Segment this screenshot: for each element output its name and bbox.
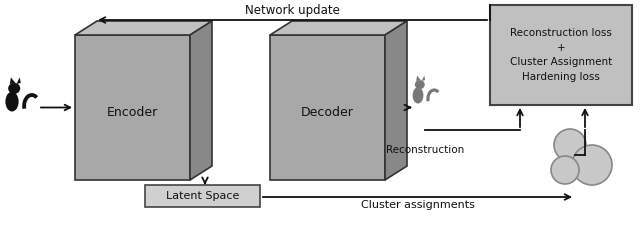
Circle shape <box>554 129 586 161</box>
Circle shape <box>551 156 579 184</box>
Ellipse shape <box>5 92 19 112</box>
Polygon shape <box>270 21 407 35</box>
Text: Reconstruction loss
+
Cluster Assignment
Hardening loss: Reconstruction loss + Cluster Assignment… <box>510 28 612 82</box>
Bar <box>490 5 632 105</box>
Polygon shape <box>270 35 385 180</box>
Ellipse shape <box>413 87 424 103</box>
Text: Network update: Network update <box>245 4 340 17</box>
Polygon shape <box>17 77 20 84</box>
Polygon shape <box>75 35 190 180</box>
Polygon shape <box>385 21 407 180</box>
Text: Latent Space: Latent Space <box>166 191 239 201</box>
Text: Cluster assignments: Cluster assignments <box>360 200 474 210</box>
Ellipse shape <box>8 83 20 94</box>
Ellipse shape <box>415 80 425 89</box>
Polygon shape <box>10 77 15 84</box>
Polygon shape <box>422 76 425 81</box>
Polygon shape <box>416 76 420 81</box>
Polygon shape <box>75 21 212 35</box>
Bar <box>145 185 260 207</box>
Circle shape <box>572 145 612 185</box>
Polygon shape <box>190 21 212 180</box>
Text: Reconstruction: Reconstruction <box>386 145 464 155</box>
Text: Encoder: Encoder <box>107 106 158 119</box>
Text: Decoder: Decoder <box>301 106 354 119</box>
